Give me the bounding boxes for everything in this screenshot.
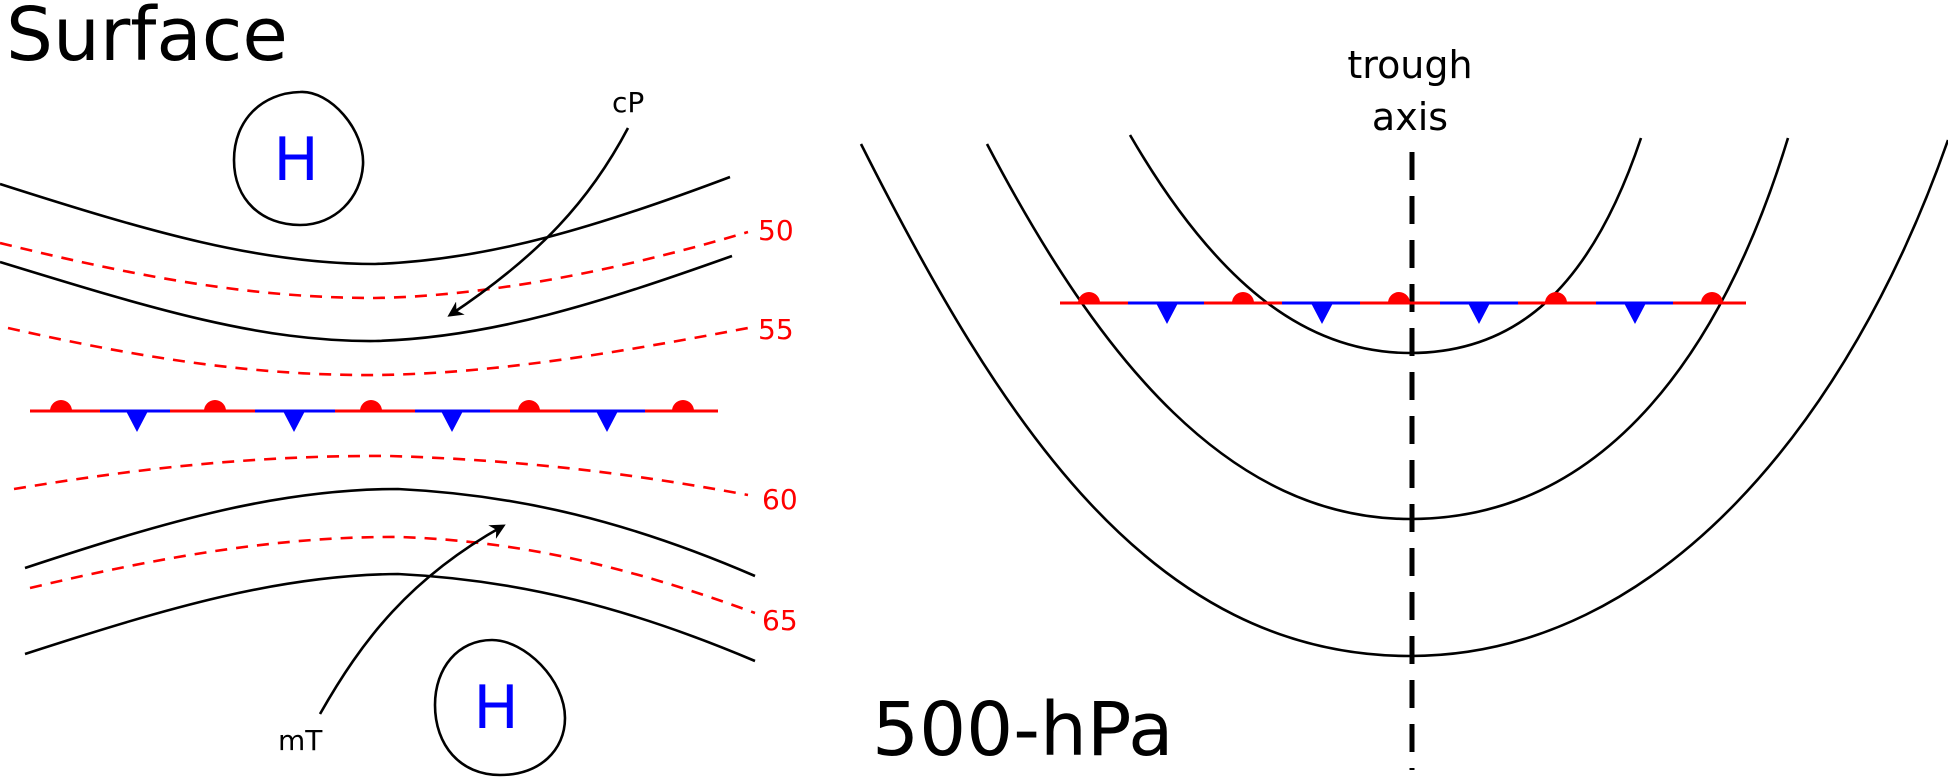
warm-front-semicircle: [518, 400, 540, 411]
cold-front-triangle: [1468, 303, 1490, 324]
warm-front-semicircle: [672, 400, 694, 411]
warm-front-semicircle: [1388, 292, 1410, 303]
height-contour-outer: [859, 139, 1948, 658]
cold-front-triangle: [1311, 303, 1333, 324]
cold-front-triangle: [596, 411, 618, 432]
high-pressure-label-south: H: [473, 673, 518, 743]
isotherm-label-50: 50: [758, 214, 794, 247]
cold-front-triangle: [1156, 303, 1178, 324]
stationary-front-surface: [30, 400, 718, 432]
warm-front-semicircle: [1232, 292, 1254, 303]
isobar-1: [0, 175, 731, 266]
stationary-front-upper: [1060, 292, 1746, 324]
trough-label-line1: trough: [1347, 43, 1472, 87]
warm-front-semicircle: [50, 400, 72, 411]
isotherm-label-55: 55: [758, 313, 794, 346]
airflow-arrow-mt: [318, 524, 506, 715]
cold-front-triangle: [1624, 303, 1646, 324]
isotherm-60: [13, 454, 749, 497]
high-pressure-outline-south: [433, 638, 567, 777]
high-pressure-label-north: H: [273, 125, 318, 195]
high-pressure-outline-north: [232, 90, 365, 227]
warm-front-semicircle: [1545, 292, 1567, 303]
warm-front-semicircle: [1078, 292, 1100, 303]
isobar-4: [24, 572, 756, 663]
warm-front-semicircle: [360, 400, 382, 411]
isotherm-65: [29, 535, 756, 615]
upper-title: 500-hPa: [872, 687, 1174, 773]
cold-front-triangle: [126, 411, 148, 432]
upper-air-panel: 500-hPa trough axis: [859, 43, 1948, 773]
trough-label-line2: axis: [1372, 95, 1448, 139]
surface-title: Surface: [6, 0, 288, 78]
isotherm-label-60: 60: [762, 483, 798, 516]
isotherm-55: [7, 326, 749, 377]
airflow-arrow-cp: [447, 127, 630, 317]
warm-front-semicircle: [1701, 292, 1723, 303]
isotherm-50: [0, 230, 749, 300]
height-contour-inner: [1128, 134, 1643, 355]
cold-front-triangle: [441, 411, 463, 432]
warm-front-semicircle: [204, 400, 226, 411]
height-contour-middle: [985, 137, 1790, 521]
airmass-label-mt: mT: [278, 724, 323, 757]
isobar-2: [0, 254, 733, 343]
cold-front-triangle: [283, 411, 305, 432]
isotherm-label-65: 65: [762, 604, 798, 637]
airmass-label-cp: cP: [612, 86, 644, 119]
isobar-3: [24, 487, 756, 578]
surface-panel: Surface H H 50 55 60 65 cP mT: [0, 0, 798, 777]
